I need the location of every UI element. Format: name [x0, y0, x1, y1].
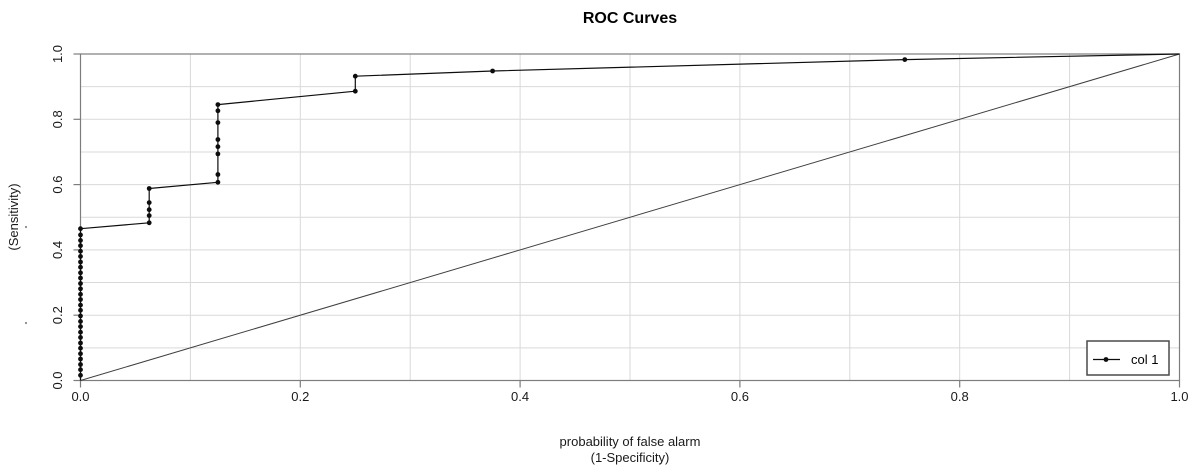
y-tick-label: 0.8 — [50, 110, 65, 128]
roc-data-point — [78, 254, 83, 259]
roc-data-point — [78, 286, 83, 292]
roc-data-point — [78, 297, 83, 302]
roc-data-point — [78, 232, 83, 238]
roc-data-point — [78, 345, 83, 351]
roc-data-point — [352, 88, 358, 94]
plot-box — [79, 53, 1181, 382]
roc-data-point — [215, 108, 221, 114]
roc-data-point — [78, 248, 83, 254]
y-tick-label: 0.4 — [50, 241, 65, 259]
roc-data-point — [215, 137, 221, 142]
x-tick-label: 0.2 — [291, 389, 309, 404]
roc-data-point — [78, 270, 83, 276]
roc-curve-layer — [78, 53, 1180, 381]
y-tick-label: 0.6 — [50, 176, 65, 194]
roc-data-point — [78, 351, 83, 357]
axes: 0.0 0.2 0.4 0.6 0.8 1.0 0.0 0.2 0.4 0.6 0.8 1.0 — [50, 45, 1189, 404]
roc-data-point — [215, 120, 221, 125]
diagonal-reference-line — [80, 53, 1180, 381]
roc-data-point — [78, 307, 83, 313]
x-tick-label: 0.0 — [71, 389, 89, 404]
roc-data-point — [78, 275, 83, 281]
roc-data-point — [78, 281, 83, 286]
y-axis-label: (Sensitivity) — [6, 183, 21, 250]
x-tick-label: 0.8 — [951, 389, 969, 404]
roc-data-point — [78, 372, 83, 378]
roc-data-point — [146, 200, 152, 206]
legend-point-marker — [1103, 357, 1109, 362]
x-tick-label: 1.0 — [1170, 389, 1188, 404]
x-axis-label-line2: (1-Specificity) — [591, 450, 670, 465]
roc-data-point — [78, 302, 83, 308]
roc-data-point — [352, 73, 358, 79]
x-tick-label: 0.4 — [511, 389, 529, 404]
stray-mark-dot — [24, 225, 28, 229]
y-tick-label: 0.0 — [50, 371, 65, 389]
roc-data-point — [215, 144, 221, 150]
legend-box — [1086, 340, 1170, 376]
roc-data-point — [78, 238, 83, 243]
roc-data-point — [215, 151, 221, 157]
legend-label: col 1 — [1131, 352, 1158, 367]
roc-data-point — [146, 220, 152, 226]
roc-data-point — [146, 207, 152, 213]
roc-data-point — [490, 68, 495, 74]
roc-data-point — [215, 179, 221, 185]
roc-data-point — [78, 367, 83, 373]
roc-data-point — [78, 319, 83, 324]
legend: col 1 — [1086, 340, 1170, 376]
roc-data-point — [146, 186, 152, 191]
roc-data-point — [78, 335, 83, 340]
roc-data-point — [78, 356, 83, 362]
diagonal-reference-line-layer — [80, 53, 1180, 381]
roc-data-point — [902, 57, 908, 62]
roc-data-point — [78, 243, 83, 249]
gridlines — [80, 53, 1180, 381]
roc-data-point — [215, 172, 221, 177]
x-tick-label: 0.6 — [731, 389, 749, 404]
stray-mark-dot — [24, 321, 28, 325]
roc-data-point — [78, 362, 83, 367]
roc-data-point — [78, 324, 83, 329]
plot-title: ROC Curves — [583, 10, 677, 27]
roc-data-point — [78, 329, 83, 335]
y-tick-label: 1.0 — [50, 45, 65, 63]
roc-data-point — [78, 313, 83, 319]
roc-data-point — [78, 259, 83, 265]
y-tick-label: 0.2 — [50, 306, 65, 324]
roc-data-point — [78, 226, 83, 232]
roc-data-point — [146, 213, 152, 219]
roc-data-point — [78, 340, 83, 346]
stray-marks-layer — [24, 225, 28, 325]
roc-data-point — [78, 264, 83, 270]
roc-data-point — [78, 291, 83, 297]
roc-data-point — [215, 102, 221, 107]
x-axis-label-line1: probability of false alarm — [560, 434, 701, 449]
